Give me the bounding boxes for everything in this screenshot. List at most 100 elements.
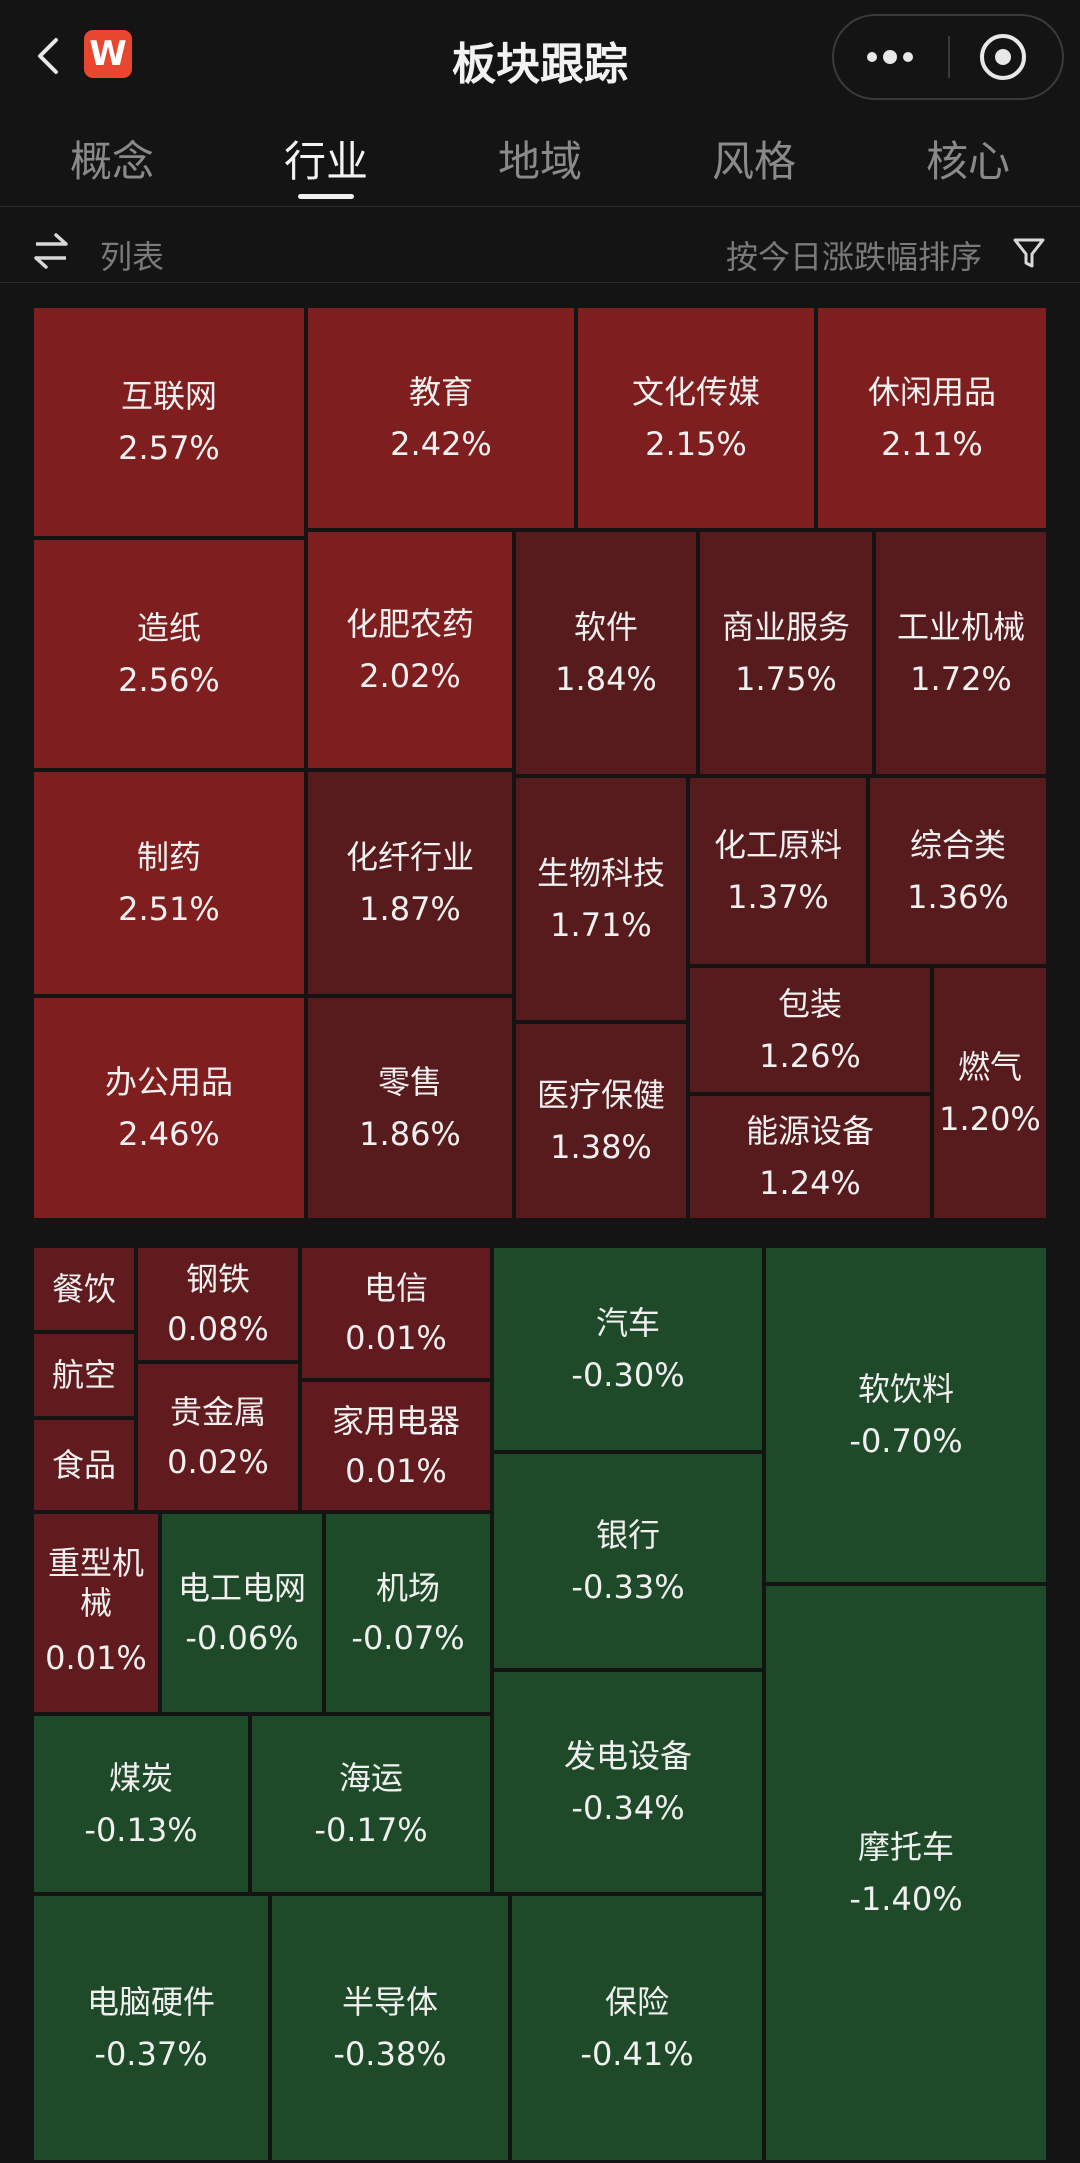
treemap-tile-airlines[interactable]: 航空 <box>32 1332 136 1418</box>
treemap-tile-packaging[interactable]: 包装 1.26% <box>688 966 932 1094</box>
treemap-tile-industrial-machinery[interactable]: 工业机械 1.72% <box>874 530 1048 776</box>
treemap-tile-business-services[interactable]: 商业服务 1.75% <box>698 530 874 776</box>
mini-program-capsule <box>832 14 1064 100</box>
treemap-tile-chemical-fiber[interactable]: 化纤行业 1.87% <box>306 770 514 996</box>
tile-pct: 2.46% <box>118 1115 220 1153</box>
tile-name: 化肥农药 <box>345 605 474 643</box>
tile-pct: 0.01% <box>345 1452 447 1490</box>
tile-pct: 1.36% <box>907 878 1009 916</box>
tile-name: 发电设备 <box>563 1737 692 1775</box>
tile-pct: 1.26% <box>759 1037 861 1075</box>
tile-name: 生物科技 <box>536 854 665 892</box>
tile-name: 互联网 <box>120 377 217 415</box>
treemap-tile-paper[interactable]: 造纸 2.56% <box>32 538 306 770</box>
tile-name: 餐饮 <box>51 1270 116 1308</box>
tile-name: 电工电网 <box>177 1569 306 1607</box>
sort-label[interactable]: 按今日涨跌幅排序 <box>725 238 982 276</box>
treemap-tile-coal[interactable]: 煤炭 -0.13% <box>32 1714 250 1894</box>
tile-name: 软件 <box>573 608 638 646</box>
tab-core[interactable]: 核心 <box>925 137 1010 186</box>
treemap-tile-energy-equipment[interactable]: 能源设备 1.24% <box>688 1094 932 1220</box>
tile-pct: 2.02% <box>359 657 461 695</box>
divider <box>0 206 1080 207</box>
tile-name: 汽车 <box>595 1304 660 1342</box>
tile-name: 零售 <box>377 1063 442 1101</box>
treemap-tile-healthcare[interactable]: 医疗保健 1.38% <box>514 1022 688 1220</box>
treemap-tile-telecom[interactable]: 电信 0.01% <box>300 1246 492 1380</box>
tile-pct: 1.86% <box>359 1115 461 1153</box>
treemap-tile-catering[interactable]: 餐饮 <box>32 1246 136 1332</box>
treemap-tile-airports[interactable]: 机场 -0.07% <box>324 1512 492 1714</box>
tile-pct: 2.15% <box>645 425 747 463</box>
treemap-tile-banking[interactable]: 银行 -0.33% <box>492 1452 764 1670</box>
treemap-tile-motorcycles[interactable]: 摩托车 -1.40% <box>764 1584 1048 2162</box>
treemap-tile-gas[interactable]: 燃气 1.20% <box>932 966 1048 1220</box>
tile-name: 摩托车 <box>857 1828 954 1866</box>
active-tab-indicator <box>298 194 354 199</box>
tile-pct: -0.33% <box>571 1568 685 1606</box>
swap-icon[interactable] <box>32 232 70 270</box>
view-toggle-label[interactable]: 列表 <box>100 238 165 276</box>
treemap-tile-insurance[interactable]: 保险 -0.41% <box>510 1894 764 2162</box>
tile-name: 钢铁 <box>185 1260 250 1298</box>
filter-icon[interactable] <box>1012 236 1046 270</box>
tile-name: 电信 <box>363 1269 428 1307</box>
tile-pct: 0.08% <box>167 1310 269 1348</box>
treemap-tile-leisure[interactable]: 休闲用品 2.11% <box>816 306 1048 530</box>
treemap-tile-conglomerate[interactable]: 综合类 1.36% <box>868 776 1048 966</box>
tile-pct: -0.34% <box>571 1789 685 1827</box>
treemap-tile-computer-hardware[interactable]: 电脑硬件 -0.37% <box>32 1894 270 2162</box>
tile-name: 教育 <box>408 373 473 411</box>
tile-pct: 1.20% <box>939 1100 1041 1138</box>
treemap-tile-fertilizer[interactable]: 化肥农药 2.02% <box>306 530 514 770</box>
tile-pct: -0.70% <box>849 1422 963 1460</box>
tile-name: 工业机械 <box>896 608 1025 646</box>
tile-name: 海运 <box>338 1759 403 1797</box>
treemap-tile-pharma[interactable]: 制药 2.51% <box>32 770 306 996</box>
treemap-tile-media[interactable]: 文化传媒 2.15% <box>576 306 816 530</box>
treemap-tile-shipping[interactable]: 海运 -0.17% <box>250 1714 492 1894</box>
treemap-tile-software[interactable]: 软件 1.84% <box>514 530 698 776</box>
treemap-tile-home-appliances[interactable]: 家用电器 0.01% <box>300 1380 492 1512</box>
tile-name: 贵金属 <box>169 1393 266 1431</box>
tile-name: 银行 <box>595 1516 660 1554</box>
treemap-tile-education[interactable]: 教育 2.42% <box>306 306 576 530</box>
treemap-tile-steel[interactable]: 钢铁 0.08% <box>136 1246 300 1362</box>
tab-style[interactable]: 风格 <box>711 137 796 186</box>
tile-name: 家用电器 <box>331 1402 460 1440</box>
tile-pct: -0.41% <box>580 2035 694 2073</box>
treemap-tile-internet[interactable]: 互联网 2.57% <box>32 306 306 538</box>
tab-region[interactable]: 地域 <box>497 137 582 186</box>
more-icon[interactable] <box>862 47 918 67</box>
tab-industry[interactable]: 行业 <box>283 137 368 186</box>
treemap-tile-power-grid[interactable]: 电工电网 -0.06% <box>160 1512 324 1714</box>
tile-name: 商业服务 <box>721 608 850 646</box>
tile-name: 包装 <box>777 985 842 1023</box>
treemap-tile-heavy-machinery[interactable]: 重型机械 0.01% <box>32 1512 160 1714</box>
treemap-tile-soft-drinks[interactable]: 软饮料 -0.70% <box>764 1246 1048 1584</box>
close-target-icon[interactable] <box>978 32 1028 82</box>
treemap-tile-office-supplies[interactable]: 办公用品 2.46% <box>32 996 306 1220</box>
treemap-tile-semiconductors[interactable]: 半导体 -0.38% <box>270 1894 510 2162</box>
tile-pct: -0.30% <box>571 1356 685 1394</box>
treemap-tile-chemical-materials[interactable]: 化工原料 1.37% <box>688 776 868 966</box>
tile-pct: -1.40% <box>849 1880 963 1918</box>
back-icon[interactable] <box>30 36 70 76</box>
tile-name: 煤炭 <box>108 1759 173 1797</box>
tile-name: 造纸 <box>136 609 201 647</box>
tile-name: 办公用品 <box>104 1063 233 1101</box>
tile-pct: 2.51% <box>118 890 220 928</box>
treemap-tile-food[interactable]: 食品 <box>32 1418 136 1512</box>
treemap-tile-retail[interactable]: 零售 1.86% <box>306 996 514 1220</box>
treemap-tile-automobile[interactable]: 汽车 -0.30% <box>492 1246 764 1452</box>
tile-name: 能源设备 <box>745 1112 874 1150</box>
treemap-tile-precious-metals[interactable]: 贵金属 0.02% <box>136 1362 300 1512</box>
tile-pct: -0.13% <box>84 1811 198 1849</box>
tile-pct: 1.84% <box>555 660 657 698</box>
tab-concept[interactable]: 概念 <box>69 137 154 186</box>
tile-name: 化工原料 <box>713 826 842 864</box>
tile-pct: 1.24% <box>759 1164 861 1202</box>
treemap-tile-biotech[interactable]: 生物科技 1.71% <box>514 776 688 1022</box>
tile-name: 燃气 <box>957 1048 1022 1086</box>
treemap-tile-power-equipment[interactable]: 发电设备 -0.34% <box>492 1670 764 1894</box>
